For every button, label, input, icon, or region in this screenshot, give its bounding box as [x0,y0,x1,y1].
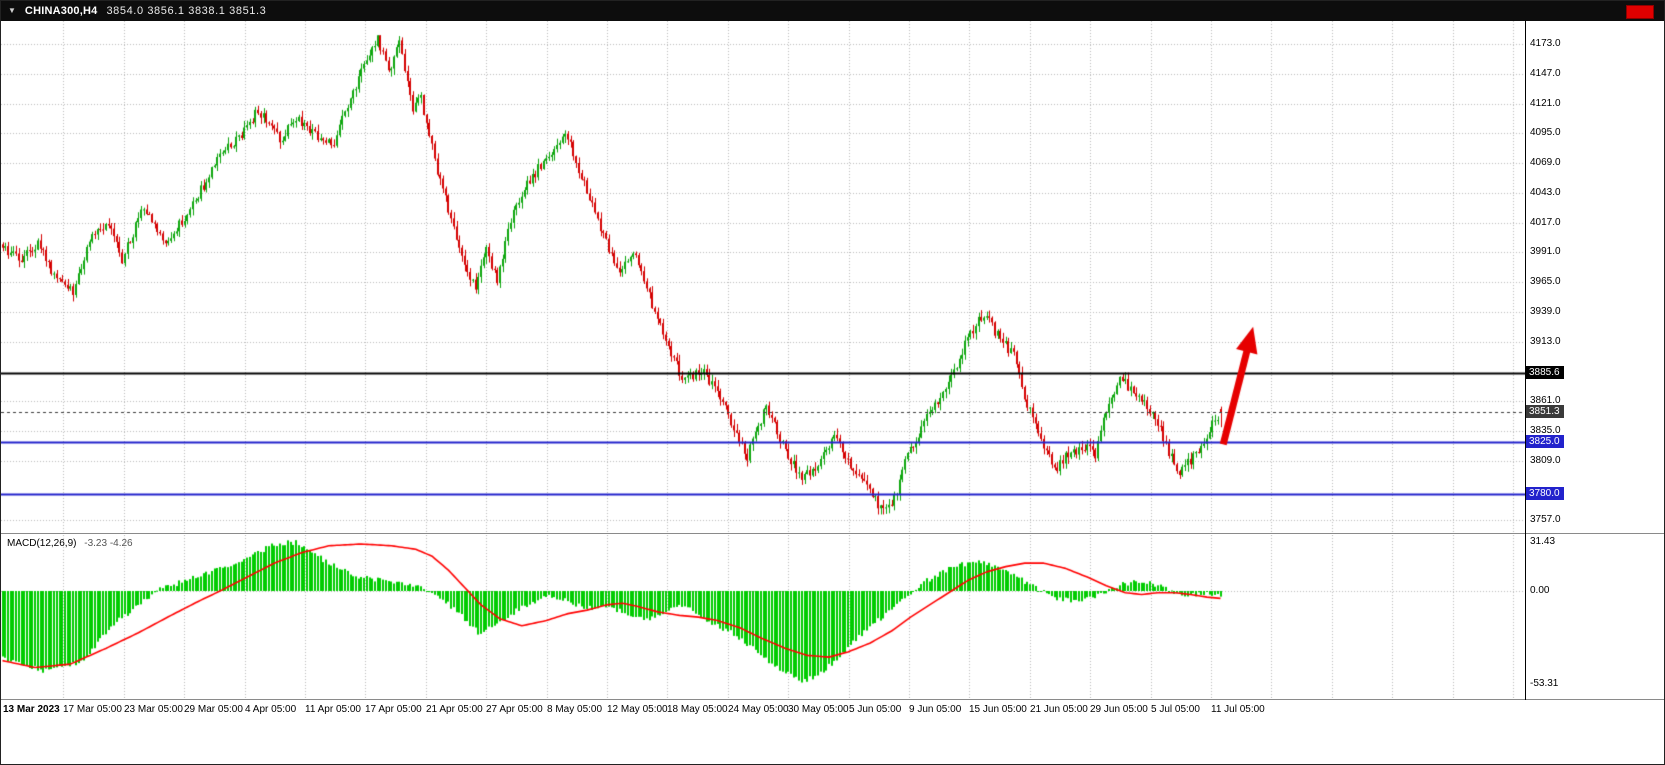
time-tick-label: 24 May 05:00 [728,704,789,715]
chevron-down-icon[interactable]: ▼ [8,6,16,15]
price-tick-label: 3757.0 [1530,514,1561,525]
time-tick-label: 4 Apr 05:00 [245,704,297,715]
symbol-timeframe-label: CHINA300,H4 [24,5,98,17]
time-tick-label: 5 Jul 05:00 [1151,704,1200,715]
time-tick-label: 29 Jun 05:00 [1090,704,1148,715]
time-tick-label: 9 Jun 05:00 [909,704,962,715]
time-tick-label: 21 Apr 05:00 [426,704,483,715]
time-tick-label: 5 Jun 05:00 [849,704,902,715]
time-tick-label: 17 Mar 05:00 [63,704,122,715]
time-tick-label: 29 Mar 05:00 [184,704,243,715]
macd-scale-label: -53.31 [1530,677,1559,689]
price-tick-label: 4017.0 [1530,216,1561,228]
price-chart-panel: 4173.0 4147.0 4121.0 4095.0 4069.0 4043.0 4017… [1,21,1664,533]
time-tick-label: 15 Jun 05:00 [969,704,1027,715]
price-tick-label: 3861.0 [1530,395,1561,406]
macd-scale-label: 0.00 [1530,585,1550,596]
time-tick-label: 17 Apr 05:00 [365,704,422,715]
time-tick-label: 12 May 05:00 [607,704,668,715]
time-tick-label: 30 May 05:00 [788,704,849,715]
candlestick-chart-canvas[interactable] [1,21,1525,533]
titlebar-red-button[interactable] [1626,5,1654,19]
time-axis[interactable]: 13 Mar 2023 17 Mar 05:00 23 Mar 05:00 29 Ma… [1,700,1664,721]
price-tick-label: 4069.0 [1530,157,1561,168]
price-tick-label: 3809.0 [1530,454,1561,466]
time-tick-label: 23 Mar 05:00 [124,704,183,715]
chart-titlebar: ▼ CHINA300,H4 3854.0 3856.1 3838.1 3851.… [1,1,1664,21]
price-tick-label: 3939.0 [1530,305,1561,317]
price-scale-divider [1525,21,1526,700]
price-level-badge: 3885.6 [1526,365,1564,379]
macd-values: -3.23 -4.26 [84,538,133,549]
price-tick-label: 4121.0 [1530,97,1561,109]
price-tick-label: 4095.0 [1530,127,1561,139]
price-tick-label: 4147.0 [1530,67,1561,79]
price-level-badge: 3780.0 [1526,486,1564,500]
time-tick-label: 27 Apr 05:00 [486,704,543,715]
price-level-badge: 3851.3 [1526,405,1564,419]
ohlc-values: 3854.0 3856.1 3838.1 3851.3 [106,5,267,17]
price-tick-label: 3965.0 [1530,276,1561,287]
price-tick-label: 4173.0 [1530,38,1561,49]
macd-chart-canvas[interactable] [1,535,1525,698]
time-tick-label: 8 May 05:00 [547,704,603,715]
macd-scale-label: 31.43 [1530,536,1556,547]
time-tick-label: 21 Jun 05:00 [1030,704,1088,715]
macd-indicator-label: MACD(12,26,9) -3.23 -4.26 [7,538,133,549]
price-level-badge: 3825.0 [1526,435,1564,449]
price-tick-label: 3913.0 [1530,335,1561,347]
macd-panel: MACD(12,26,9) -3.23 -4.26 31.43 0.00 -53.3… [1,533,1664,700]
time-tick-label: 18 May 05:00 [667,704,728,715]
macd-name: MACD(12,26,9) [7,538,77,549]
time-tick-label: 13 Mar 2023 [3,704,60,715]
price-tick-label: 4043.0 [1530,186,1561,198]
time-tick-label: 11 Apr 05:00 [305,704,361,715]
price-tick-label: 3835.0 [1530,424,1561,436]
time-tick-label: 11 Jul 05:00 [1211,704,1265,715]
price-tick-label: 3991.0 [1530,246,1561,258]
